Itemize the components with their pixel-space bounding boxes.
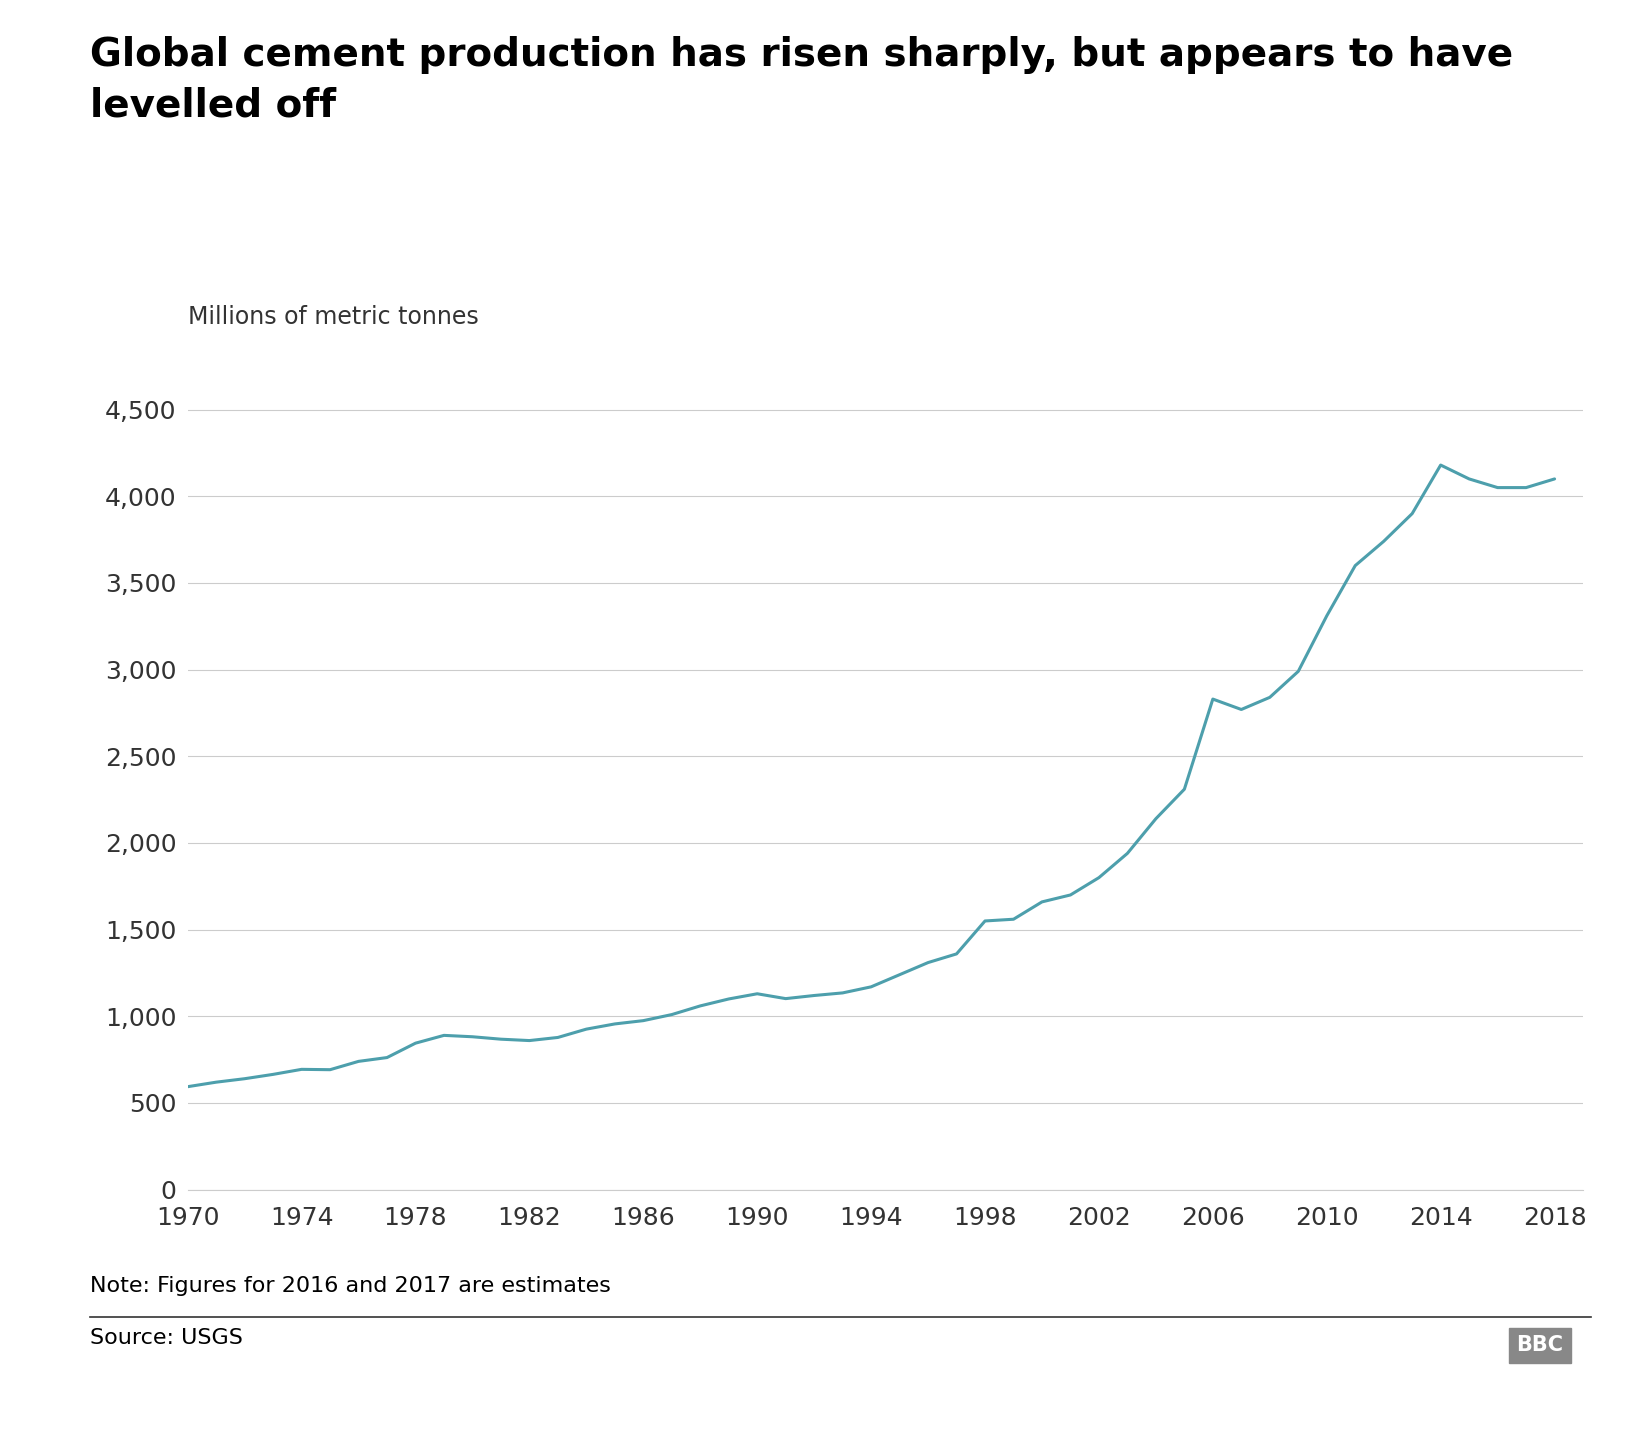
Text: BBC: BBC <box>1516 1335 1563 1355</box>
Text: Global cement production has risen sharply, but appears to have: Global cement production has risen sharp… <box>90 36 1513 74</box>
Text: Source: USGS: Source: USGS <box>90 1328 243 1348</box>
Text: levelled off: levelled off <box>90 87 336 124</box>
Text: Note: Figures for 2016 and 2017 are estimates: Note: Figures for 2016 and 2017 are esti… <box>90 1276 610 1296</box>
Text: Millions of metric tonnes: Millions of metric tonnes <box>188 304 478 329</box>
